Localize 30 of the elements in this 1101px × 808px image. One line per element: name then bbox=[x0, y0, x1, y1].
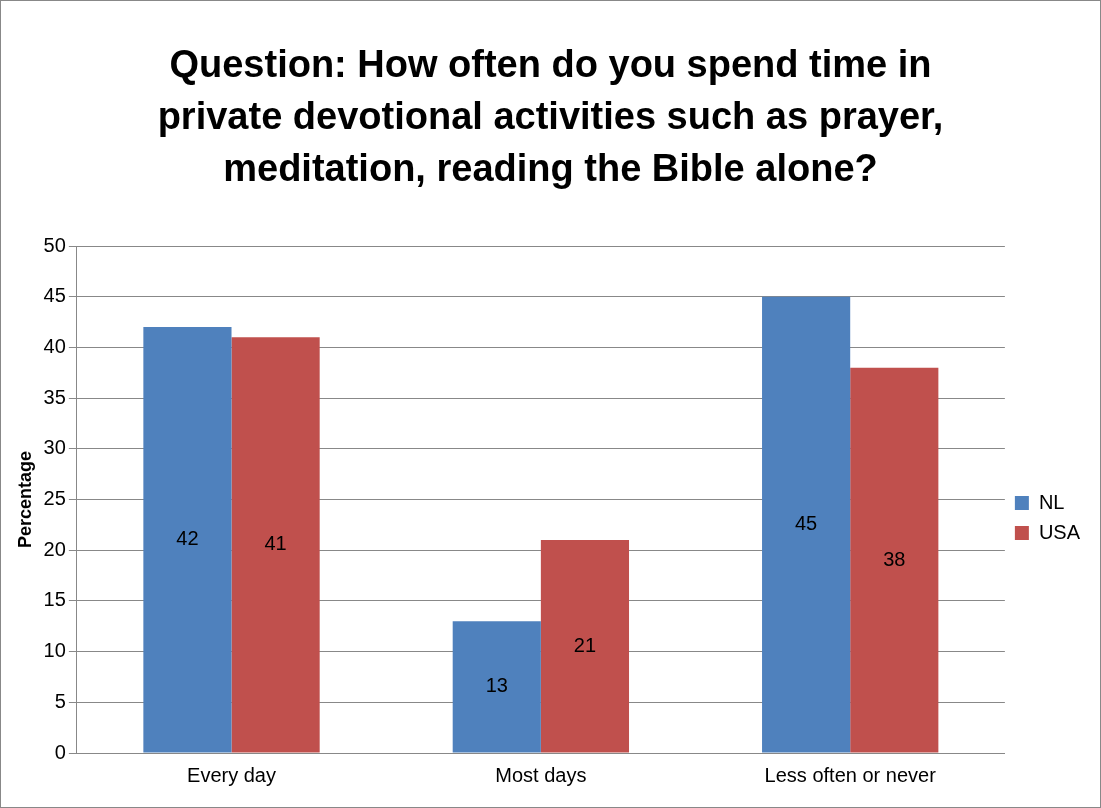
data-label: 21 bbox=[573, 633, 597, 656]
data-label: 41 bbox=[264, 532, 287, 555]
data-label: 42 bbox=[176, 527, 199, 550]
data-label: 38 bbox=[883, 547, 906, 570]
bar bbox=[762, 296, 851, 753]
y-tick-label: 45 bbox=[43, 284, 66, 307]
bar bbox=[143, 327, 232, 753]
bar bbox=[850, 367, 939, 753]
bar bbox=[452, 621, 541, 753]
y-tick-label: 20 bbox=[43, 537, 66, 560]
legend-label: NL bbox=[1038, 490, 1065, 513]
y-tick-label: 5 bbox=[54, 689, 66, 712]
y-tick-label: 10 bbox=[43, 639, 66, 662]
bar bbox=[540, 540, 630, 753]
y-tick-label: 30 bbox=[43, 436, 66, 459]
x-tick-label: Most days bbox=[495, 763, 587, 786]
x-tick-label: Less often or never bbox=[764, 763, 937, 786]
data-label: 13 bbox=[485, 674, 508, 697]
y-tick-label: 50 bbox=[43, 233, 66, 256]
legend-label: USA bbox=[1038, 520, 1081, 543]
data-label: 45 bbox=[795, 512, 818, 535]
y-tick-label: 0 bbox=[54, 740, 66, 763]
y-tick-label: 15 bbox=[43, 588, 66, 611]
y-axis-title: Percentage bbox=[14, 450, 35, 549]
chart-title: Question: How often do you spend time in private devotional activities such as prayer, meditation, reading the Bible alone? bbox=[156, 42, 945, 191]
y-tick-label: 25 bbox=[43, 487, 66, 510]
y-tick-label: 35 bbox=[43, 385, 66, 408]
x-tick-label: Every day bbox=[187, 763, 276, 786]
bar bbox=[231, 337, 320, 753]
y-tick-label: 40 bbox=[43, 334, 66, 357]
